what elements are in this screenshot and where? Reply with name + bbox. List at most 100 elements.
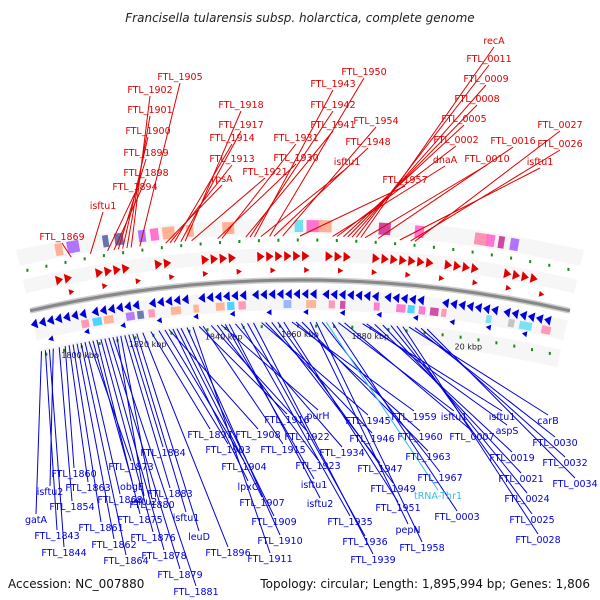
reverse-gene-arrow <box>276 289 284 300</box>
reverse-gene-arrow <box>38 316 47 327</box>
reverse-gene-label: FTL_1922 <box>284 432 329 443</box>
leader-line <box>126 115 151 249</box>
forward-gene-arrow <box>371 269 377 276</box>
reverse-gene-label: FTL_1945 <box>345 416 390 427</box>
leader-line <box>332 165 446 237</box>
forward-gene-arrow <box>202 270 209 277</box>
genome-backbone <box>29 277 571 314</box>
leader-line <box>124 335 171 489</box>
forward-gene-arrow <box>228 253 236 264</box>
reverse-gene-arrow <box>55 313 63 324</box>
reverse-gene-arrow <box>309 289 317 300</box>
leader-line <box>396 325 533 515</box>
forward-gene-label: FTL_1898 <box>123 168 168 179</box>
annotation-block <box>193 304 200 313</box>
reverse-gene-arrow <box>347 290 354 301</box>
position-dot <box>296 238 299 242</box>
reverse-gene-arrow <box>30 318 39 329</box>
leader-line <box>309 321 409 525</box>
reverse-gene-arrow <box>260 289 267 300</box>
forward-gene-arrow <box>453 260 461 271</box>
reverse-gene-arrow <box>450 299 458 310</box>
annotation-block <box>485 234 496 248</box>
reverse-gene-label: FTL_1868 <box>97 495 142 506</box>
reverse-gene-arrow <box>79 308 87 319</box>
reverse-gene-label: FTL_1951 <box>375 503 420 514</box>
forward-gene-arrow <box>293 251 301 261</box>
position-dot <box>188 329 191 333</box>
position-dot <box>219 241 221 245</box>
leader-line <box>299 185 406 237</box>
reverse-gene-label: FTL_1864 <box>103 556 148 567</box>
reverse-gene-arrow <box>466 301 474 312</box>
annotation-block <box>306 220 320 233</box>
reverse-gene-arrow <box>229 310 235 317</box>
reverse-gene-arrow <box>301 289 309 299</box>
leader-line <box>351 84 487 238</box>
forward-gene-label: FTL_1943 <box>310 79 355 90</box>
annotation-block <box>294 219 303 232</box>
position-dot <box>199 242 202 246</box>
reverse-gene-label: FTL_1854 <box>49 502 94 513</box>
reverse-gene-label: gatA <box>25 515 48 526</box>
reverse-gene-label: FTL_1910 <box>257 536 302 547</box>
position-dot <box>490 253 493 257</box>
leader-line <box>139 82 181 247</box>
reverse-gene-label: FTL_0030 <box>532 438 577 449</box>
leader-line <box>132 333 187 513</box>
position-dot <box>257 239 260 243</box>
forward-gene-label: FTL_0011 <box>466 54 511 65</box>
position-dot <box>160 246 163 250</box>
forward-gene-arrow <box>325 251 333 262</box>
reverse-gene-arrow <box>372 291 379 302</box>
forward-gene-arrow <box>512 269 521 280</box>
annotation-block <box>429 307 439 317</box>
reverse-gene-label: FTL_0021 <box>498 474 543 485</box>
forward-gene-label: FTL_0009 <box>463 74 508 85</box>
reverse-gene-arrow <box>417 295 425 306</box>
annotation-block <box>373 302 380 311</box>
leader-line <box>261 322 369 416</box>
leader-line <box>49 348 54 487</box>
leader-line <box>184 110 242 242</box>
reverse-gene-label: FTL_1916 <box>264 415 309 426</box>
forward-gene-arrow <box>399 255 407 265</box>
annotation-block <box>328 300 335 309</box>
forward-gene-label: FTL_1950 <box>341 67 386 78</box>
position-dot <box>548 263 551 267</box>
annotation-block <box>238 301 246 310</box>
forward-gene-arrow <box>472 279 478 286</box>
reverse-gene-label: pepN <box>395 525 420 536</box>
position-dot <box>513 344 516 348</box>
forward-gene-arrow <box>372 253 380 264</box>
feature-band <box>39 319 561 368</box>
position-dot <box>333 325 336 328</box>
leader-line <box>89 211 104 254</box>
reverse-gene-arrow <box>442 298 450 309</box>
annotation-block <box>396 304 406 313</box>
leader-line <box>186 327 281 536</box>
reverse-gene-label: isftu2 <box>307 499 334 510</box>
reverse-gene-arrow <box>252 289 259 300</box>
reverse-gene-arrow <box>330 289 338 300</box>
reverse-gene-arrow <box>363 291 371 302</box>
position-dot <box>413 243 416 247</box>
annotation-block <box>318 220 332 233</box>
reverse-gene-arrow <box>474 303 483 313</box>
position-dot <box>170 331 173 335</box>
forward-gene-arrow <box>337 267 344 274</box>
reverse-gene-arrow <box>99 305 108 315</box>
reverse-gene-arrow <box>91 306 99 317</box>
forward-gene-arrow <box>68 289 75 296</box>
forward-gene-arrow <box>257 251 265 262</box>
forward-gene-arrow <box>210 254 218 265</box>
reverse-gene-label: lpxC <box>238 482 259 493</box>
leader-line <box>136 333 200 532</box>
reverse-gene-label: FTL_1879 <box>157 570 202 581</box>
leader-line <box>331 322 458 512</box>
reverse-gene-label: FTL_1844 <box>41 548 86 559</box>
leader-line <box>347 104 478 238</box>
forward-gene-arrow <box>425 257 434 268</box>
position-dot <box>315 324 318 328</box>
leader-line <box>210 325 308 432</box>
